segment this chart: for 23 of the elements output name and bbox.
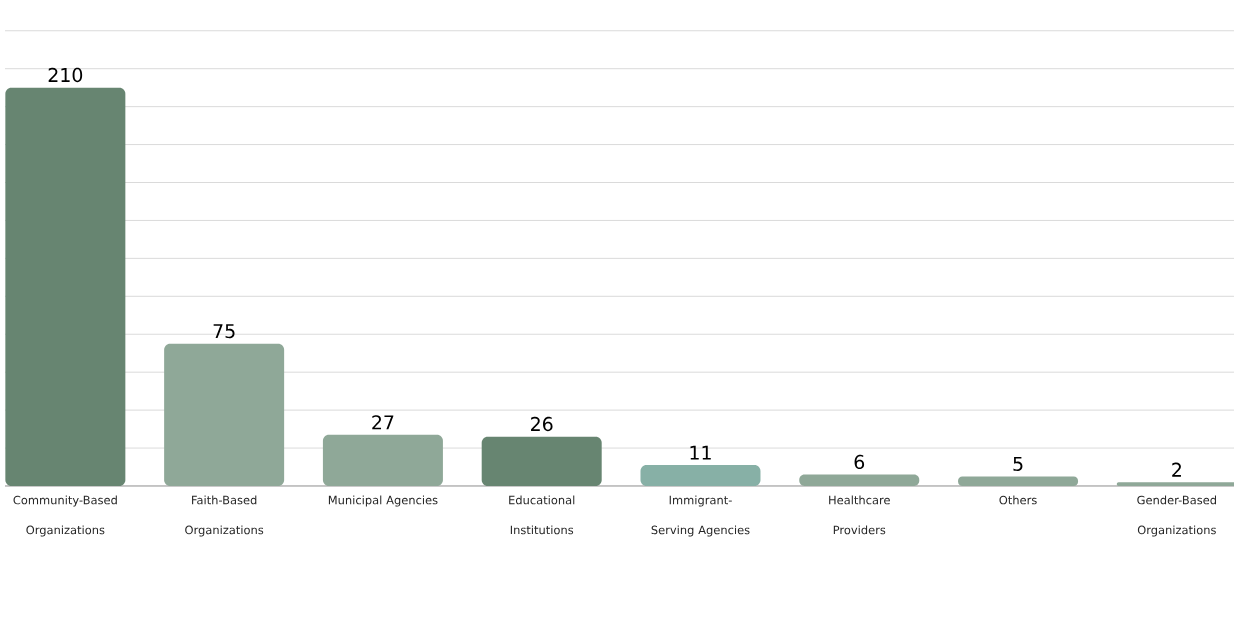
bar xyxy=(481,436,602,486)
category-label: Healthcare Providers xyxy=(829,495,890,535)
data-label: 75 xyxy=(213,324,235,339)
data-label: 26 xyxy=(531,416,553,432)
x-tick-label: Municipal Agencies xyxy=(328,495,438,507)
category-label: Educational Institutions xyxy=(509,495,575,535)
category-label: Community-Based Organizations xyxy=(13,495,117,537)
bar xyxy=(322,434,443,486)
data-label: 11 xyxy=(690,445,711,460)
data-label: 210 xyxy=(48,67,83,83)
data-label: 6 xyxy=(854,454,865,470)
data-label: 5 xyxy=(1013,456,1023,471)
bar xyxy=(640,465,761,486)
category-label: Gender-Based Organizations xyxy=(1137,495,1216,537)
bar xyxy=(5,87,126,486)
x-tick-label: Others xyxy=(999,495,1037,505)
category-label: Faith-Based Organizations xyxy=(185,495,264,537)
data-label: 2 xyxy=(1172,462,1181,477)
data-label: 27 xyxy=(372,415,394,430)
bar xyxy=(799,474,920,486)
bar xyxy=(958,476,1079,486)
category-label: Immigrant-Serving Agencies xyxy=(651,495,750,537)
bar xyxy=(164,343,285,486)
